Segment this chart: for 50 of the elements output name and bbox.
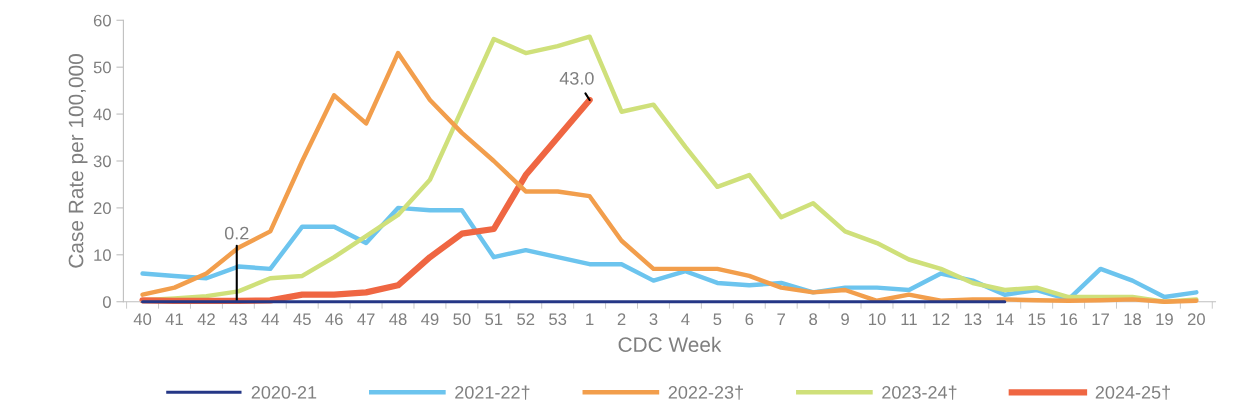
- x-tick-label: 51: [485, 313, 503, 326]
- x-tick-label: 15: [1028, 313, 1046, 326]
- legend-label: 2023-24†: [882, 385, 957, 400]
- x-axis-title: CDC Week: [618, 336, 722, 353]
- x-tick-label: 6: [745, 313, 754, 326]
- y-tick-label: 10: [94, 249, 111, 262]
- x-tick-label: 11: [901, 313, 917, 325]
- y-tick-label: 0: [102, 296, 111, 308]
- x-tick-label: 4: [681, 313, 690, 325]
- x-tick-label: 42: [197, 313, 215, 325]
- x-tick-label: 41: [165, 313, 183, 325]
- y-tick-label: 40: [93, 108, 111, 121]
- x-tick-label: 47: [357, 313, 375, 325]
- x-tick-label: 53: [549, 313, 567, 326]
- x-tick-label: 40: [133, 313, 152, 326]
- x-tick-label: 20: [1187, 313, 1205, 326]
- y-tick-label: 20: [93, 202, 111, 215]
- x-tick-label: 46: [325, 313, 343, 326]
- x-tick-label: 10: [869, 313, 886, 326]
- y-tick-label: 30: [93, 155, 111, 168]
- x-tick-label: 7: [777, 313, 786, 325]
- x-tick-label: 3: [649, 313, 658, 326]
- x-tick-label: 1: [586, 313, 594, 325]
- x-tick-label: 8: [809, 313, 818, 326]
- x-tick-label: 17: [1092, 313, 1109, 325]
- legend-label: 2021-22†: [455, 385, 530, 400]
- x-tick-label: 45: [293, 313, 311, 326]
- x-tick-label: 16: [1060, 313, 1078, 326]
- x-tick-label: 12: [932, 313, 950, 325]
- y-axis-title: Case Rate per 100,000: [68, 54, 88, 268]
- y-tick-label: 60: [93, 14, 111, 27]
- x-tick-label: 43: [229, 313, 247, 326]
- annotation: 0.2: [224, 226, 249, 240]
- x-tick-label: 52: [517, 313, 535, 326]
- annotation: 43.0: [559, 71, 594, 85]
- x-tick-label: 49: [421, 313, 439, 326]
- legend-label: 2020-21: [251, 386, 317, 399]
- x-tick-label: 18: [1124, 313, 1142, 326]
- x-tick-label: 50: [453, 313, 471, 326]
- x-tick-label: 2: [617, 313, 626, 325]
- x-tick-label: 5: [713, 313, 722, 326]
- x-tick-label: 9: [841, 313, 849, 326]
- y-tick-label: 50: [93, 61, 111, 74]
- x-tick-label: 13: [964, 313, 982, 326]
- x-tick-label: 14: [996, 313, 1014, 325]
- x-tick-label: 44: [261, 313, 280, 325]
- x-tick-label: 48: [389, 313, 407, 326]
- x-tick-label: 19: [1156, 313, 1173, 326]
- legend-label: 2022-23†: [668, 385, 743, 400]
- legend-label: 2024-25†: [1095, 385, 1170, 400]
